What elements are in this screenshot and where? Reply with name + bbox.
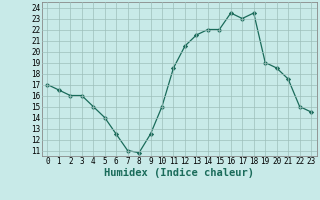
X-axis label: Humidex (Indice chaleur): Humidex (Indice chaleur)	[104, 168, 254, 178]
